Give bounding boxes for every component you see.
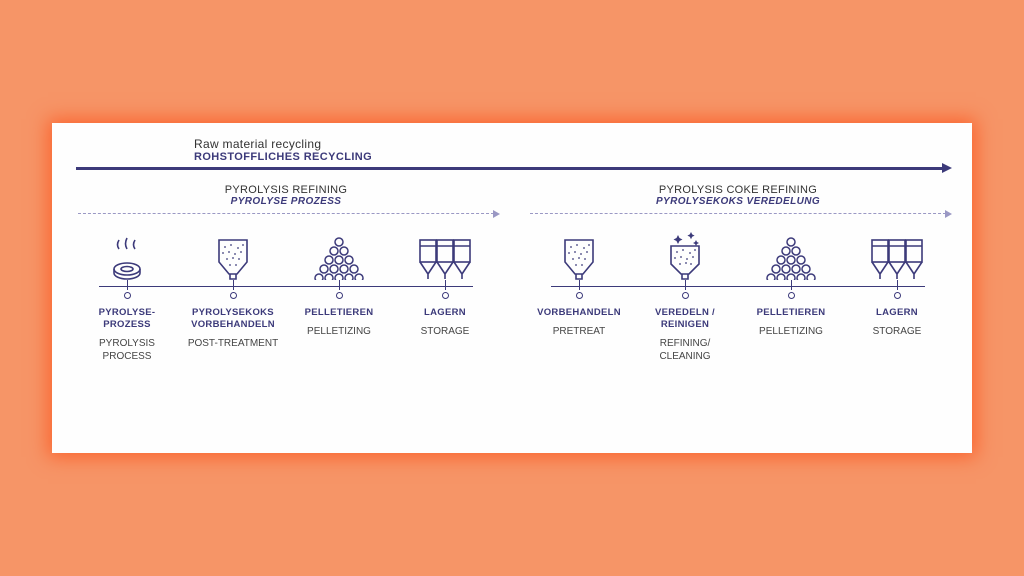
- step-pelletizing-1: PELLETIEREN PELLETIZING: [286, 228, 392, 363]
- node-dot: [124, 292, 131, 299]
- subheader-2-en: PYROLYSIS COKE REFINING: [526, 184, 950, 196]
- step-label-de: LAGERN: [395, 307, 495, 319]
- sections-row: PYROLYSIS REFINING PYROLYSE PROZESS: [74, 184, 950, 363]
- steps-2: VORBEHANDELN PRETREAT: [526, 228, 950, 363]
- step-storage-2: LAGERN STORAGE: [844, 228, 950, 363]
- section-coke-refining: PYROLYSIS COKE REFINING PYROLYSEKOKS VER…: [526, 184, 950, 363]
- step-post-treatment: PYROLYSEKOKS VORBEHANDELN POST-TREATMENT: [180, 228, 286, 363]
- step-label-en: STORAGE: [395, 325, 495, 338]
- step-label-en: STORAGE: [847, 325, 947, 338]
- node-dot: [788, 292, 795, 299]
- sub-arrow-1: [78, 213, 494, 214]
- diagram-card: Raw material recycling ROHSTOFFLICHES RE…: [52, 123, 972, 453]
- node-dot: [576, 292, 583, 299]
- step-label-en: PELLETIZING: [741, 325, 841, 338]
- step-pretreat: VORBEHANDELN PRETREAT: [526, 228, 632, 363]
- step-label-en: REFINING/ CLEANING: [635, 337, 735, 363]
- hopper-icon: [529, 228, 629, 280]
- subheader-2: PYROLYSIS COKE REFINING PYROLYSEKOKS VER…: [526, 184, 950, 207]
- subheader-1: PYROLYSIS REFINING PYROLYSE PROZESS: [74, 184, 498, 207]
- step-label-de: VEREDELN / REINIGEN: [635, 307, 735, 331]
- heat-ring-icon: [77, 228, 177, 280]
- node-dot: [336, 292, 343, 299]
- node-dot: [682, 292, 689, 299]
- step-label-de: PYROLYSEKOKS VORBEHANDELN: [183, 307, 283, 331]
- node-dot: [230, 292, 237, 299]
- silo-group-icon: [395, 228, 495, 280]
- node-dot: [442, 292, 449, 299]
- step-pyrolysis-process: PYROLYSE- PROZESS PYROLYSIS PROCESS: [74, 228, 180, 363]
- step-label-en: POST-TREATMENT: [183, 337, 283, 350]
- section-pyrolysis-refining: PYROLYSIS REFINING PYROLYSE PROZESS: [74, 184, 498, 363]
- step-label-de: VORBEHANDELN: [529, 307, 629, 319]
- step-label-en: PRETREAT: [529, 325, 629, 338]
- subheader-1-en: PYROLYSIS REFINING: [74, 184, 498, 196]
- step-label-de: PELLETIEREN: [741, 307, 841, 319]
- step-label-de: PELLETIEREN: [289, 307, 389, 319]
- main-header-de: ROHSTOFFLICHES RECYCLING: [194, 151, 950, 163]
- sparkle-hopper-icon: [635, 228, 735, 280]
- pellet-pyramid-icon: [741, 228, 841, 280]
- node-dot: [894, 292, 901, 299]
- main-header-en: Raw material recycling: [194, 137, 950, 151]
- step-label-de: PYROLYSE- PROZESS: [77, 307, 177, 331]
- step-pelletizing-2: PELLETIEREN PELLETIZING: [738, 228, 844, 363]
- step-label-en: PELLETIZING: [289, 325, 389, 338]
- subheader-2-de: PYROLYSEKOKS VEREDELUNG: [526, 196, 950, 207]
- main-arrow: [76, 167, 944, 170]
- silo-group-icon: [847, 228, 947, 280]
- steps-1: PYROLYSE- PROZESS PYROLYSIS PROCESS: [74, 228, 498, 363]
- step-refining-cleaning: VEREDELN / REINIGEN REFINING/ CLEANING: [632, 228, 738, 363]
- step-storage-1: LAGERN STORAGE: [392, 228, 498, 363]
- step-label-en: PYROLYSIS PROCESS: [77, 337, 177, 363]
- step-label-de: LAGERN: [847, 307, 947, 319]
- pellet-pyramid-icon: [289, 228, 389, 280]
- sub-arrow-2: [530, 213, 946, 214]
- hopper-icon: [183, 228, 283, 280]
- subheader-1-de: PYROLYSE PROZESS: [74, 196, 498, 207]
- main-header: Raw material recycling ROHSTOFFLICHES RE…: [194, 137, 950, 163]
